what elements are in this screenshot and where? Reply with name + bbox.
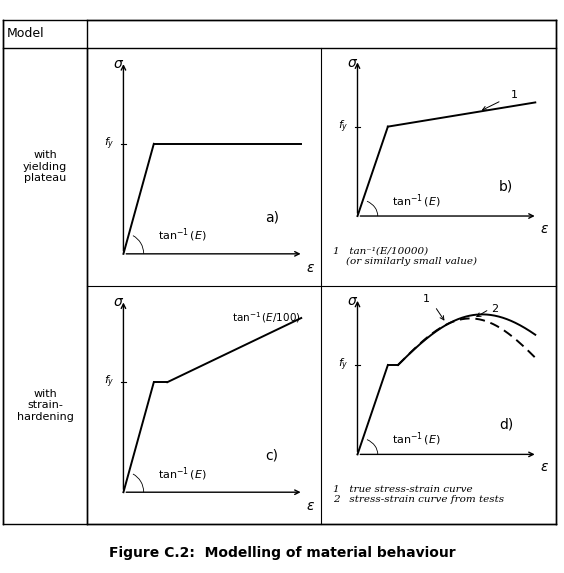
Text: $\tan^{-1}(E)$: $\tan^{-1}(E)$ (157, 227, 206, 244)
Text: 2: 2 (491, 304, 499, 314)
Text: $\tan^{-1}(E/100)$: $\tan^{-1}(E/100)$ (232, 310, 301, 325)
Text: $\epsilon$: $\epsilon$ (540, 222, 549, 236)
Text: $f_y$: $f_y$ (338, 357, 349, 373)
Text: with
yielding
plateau: with yielding plateau (23, 150, 67, 183)
Text: $\epsilon$: $\epsilon$ (306, 499, 315, 513)
Text: $\sigma$: $\sigma$ (347, 56, 359, 70)
Text: $\tan^{-1}(E)$: $\tan^{-1}(E)$ (391, 431, 440, 448)
Text: Model: Model (7, 28, 45, 40)
Text: 1   true stress-strain curve
2   stress-strain curve from tests: 1 true stress-strain curve 2 stress-stra… (333, 485, 504, 504)
Text: $\epsilon$: $\epsilon$ (540, 460, 549, 474)
Text: $f_y$: $f_y$ (104, 374, 114, 390)
Text: $\sigma$: $\sigma$ (113, 295, 125, 309)
Text: $\epsilon$: $\epsilon$ (306, 261, 315, 274)
Text: $\tan^{-1}(E)$: $\tan^{-1}(E)$ (157, 465, 206, 482)
Text: Figure C.2:  Modelling of material behaviour: Figure C.2: Modelling of material behavi… (109, 546, 455, 560)
Text: $f_y$: $f_y$ (104, 136, 114, 152)
Text: 1: 1 (424, 295, 430, 304)
Text: 1: 1 (510, 89, 518, 100)
Text: with
strain-
hardening: with strain- hardening (17, 388, 73, 422)
Text: 1   tan⁻¹(E/10000)
    (or similarly small value): 1 tan⁻¹(E/10000) (or similarly small val… (333, 246, 477, 266)
Text: $f_y$: $f_y$ (338, 119, 349, 135)
Text: d): d) (499, 418, 513, 431)
Text: c): c) (266, 449, 279, 462)
Text: a): a) (265, 210, 279, 224)
Text: $\sigma$: $\sigma$ (347, 295, 359, 308)
Text: $\tan^{-1}(E)$: $\tan^{-1}(E)$ (391, 193, 440, 210)
Text: b): b) (499, 179, 513, 193)
Text: $\sigma$: $\sigma$ (113, 57, 125, 70)
